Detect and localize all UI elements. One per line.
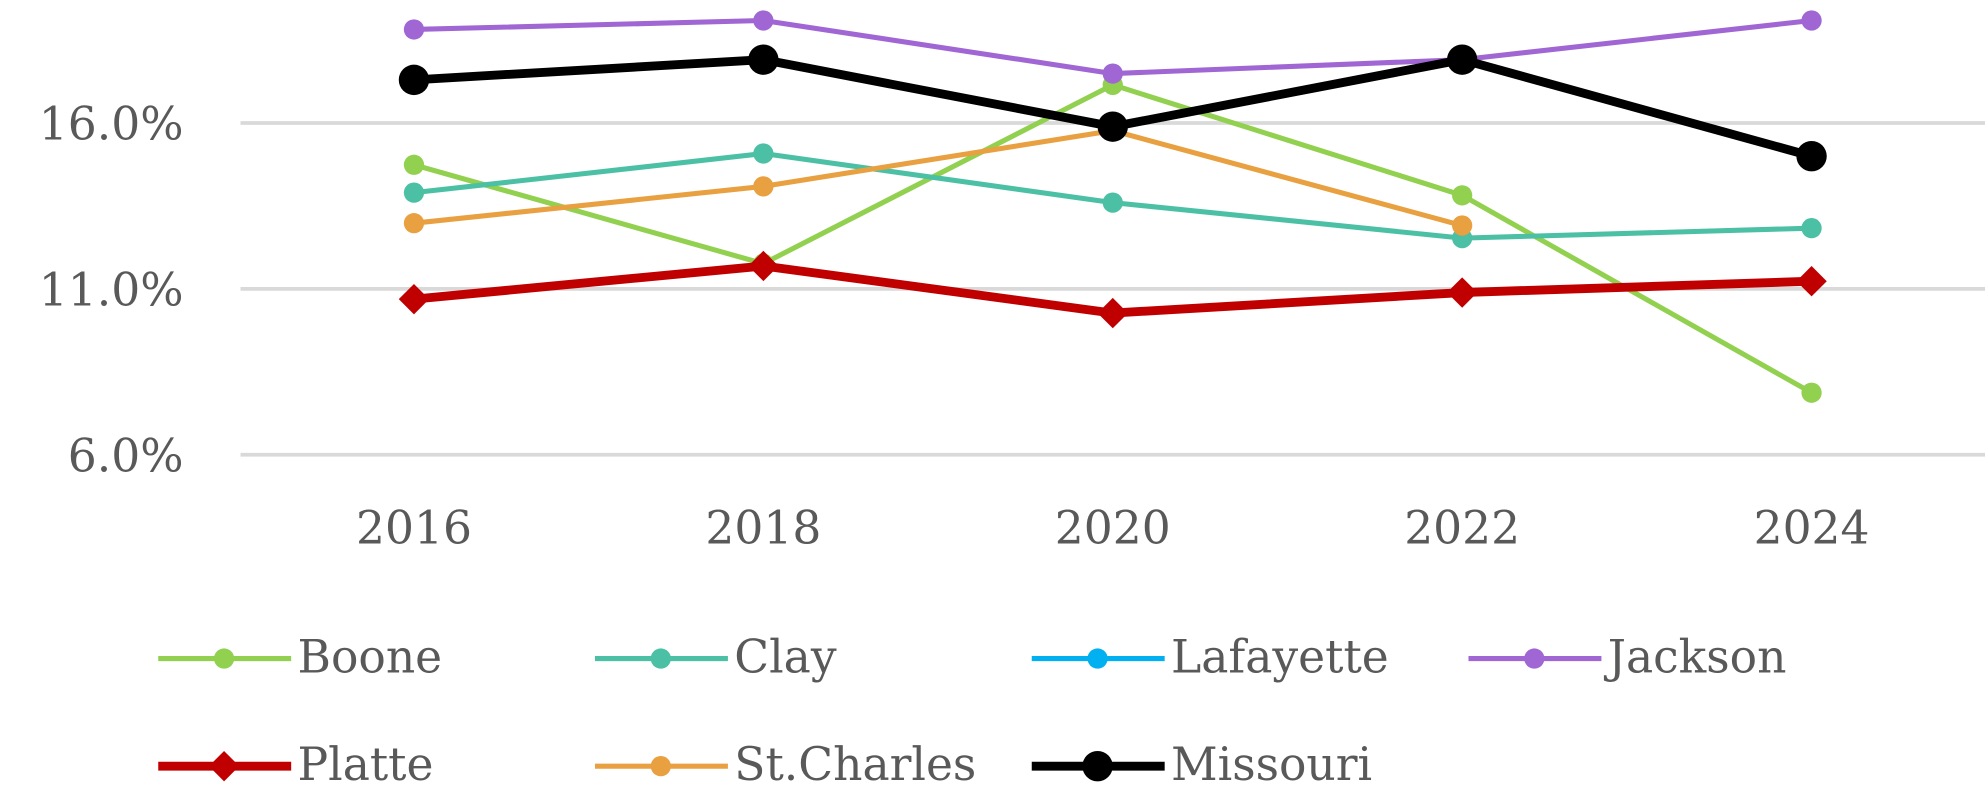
- legend-marker: [650, 648, 671, 669]
- x-tick-label: 2022: [1404, 501, 1520, 554]
- legend-label: Jackson: [1604, 631, 1787, 684]
- data-point: [753, 143, 774, 164]
- data-point: [403, 213, 425, 234]
- data-point: [1452, 185, 1473, 206]
- data-point: [1102, 63, 1123, 84]
- series-line: [413, 128, 1463, 228]
- legend-label: Lafayette: [1171, 631, 1389, 684]
- data-point: [753, 176, 774, 197]
- legend-marker: [650, 756, 671, 777]
- data-point: [403, 182, 425, 203]
- x-tick-label: 2020: [1055, 501, 1171, 554]
- data-point: [1097, 297, 1128, 329]
- legend-label: Boone: [297, 631, 442, 684]
- legend-label: St.Charles: [734, 738, 976, 791]
- y-tick-label: 6.0%: [68, 429, 184, 482]
- data-point: [1796, 140, 1827, 172]
- x-tick-label: 2018: [705, 501, 821, 554]
- x-tick-label: 2016: [356, 501, 472, 554]
- data-point: [1446, 44, 1478, 75]
- legend-label: Platte: [297, 738, 433, 791]
- data-point: [748, 250, 779, 282]
- data-point: [1796, 266, 1827, 297]
- legend-label: Clay: [734, 631, 837, 684]
- legend-marker: [1082, 750, 1113, 782]
- y-tick-label: 16.0%: [39, 98, 184, 151]
- data-point: [398, 283, 430, 315]
- data-point: [1801, 218, 1822, 239]
- legend-marker: [213, 648, 235, 669]
- data-point: [1102, 192, 1123, 213]
- legend-label: Missouri: [1171, 738, 1372, 791]
- data-point: [753, 10, 774, 31]
- data-point: [1452, 215, 1473, 236]
- data-point: [1801, 382, 1822, 403]
- legend-marker: [1087, 648, 1108, 669]
- data-point: [403, 154, 425, 175]
- legend-marker: [1524, 648, 1545, 669]
- data-point: [1801, 10, 1822, 31]
- data-point: [1097, 111, 1128, 142]
- data-point: [1446, 277, 1478, 308]
- data-point: [403, 19, 425, 40]
- y-tick-label: 11.0%: [39, 263, 184, 316]
- data-point: [748, 44, 779, 75]
- legend-marker: [208, 750, 240, 782]
- x-tick-label: 2024: [1754, 501, 1870, 554]
- data-point: [398, 64, 430, 96]
